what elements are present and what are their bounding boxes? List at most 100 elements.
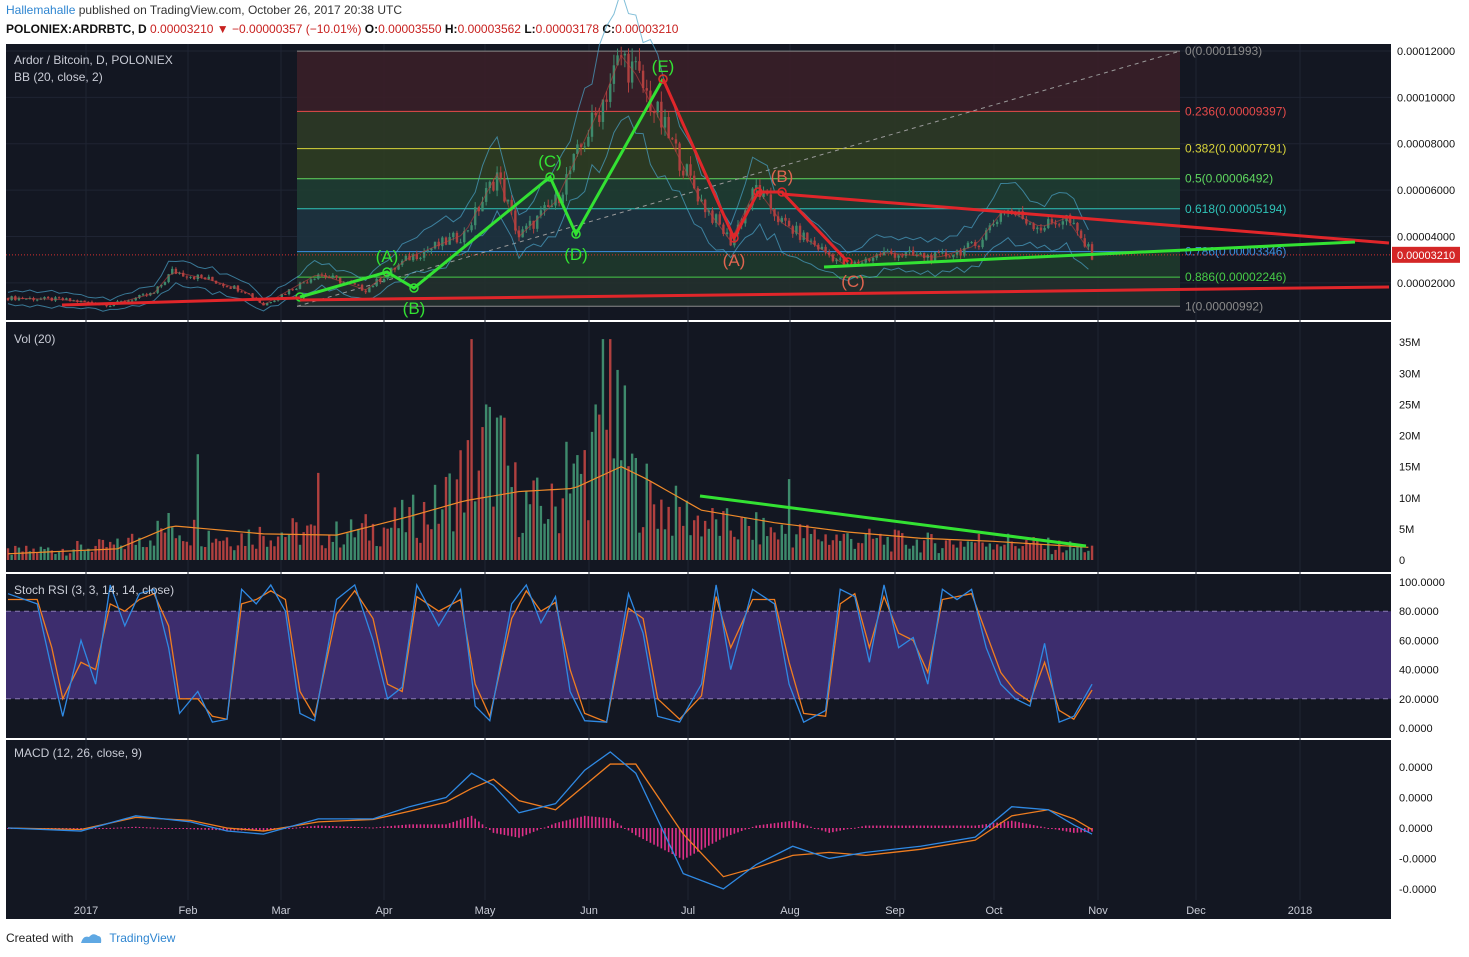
macd-hist-bar [547,826,549,828]
macd-hist-bar [496,828,498,834]
last-price-badge [1392,246,1460,263]
volume-bar [915,539,919,560]
volume-bar [554,506,557,560]
macd-hist-bar [952,825,955,828]
candle-body [1054,222,1057,225]
macd-hist-bar [974,825,977,828]
author-link[interactable]: Hallemahalle [6,3,76,17]
macd-hist-bar [784,821,787,828]
candle-body [941,252,944,254]
macd-hist-bar [682,828,685,860]
volume-bar [200,546,203,560]
candle-body [897,255,900,258]
macd-hist-bar [1047,828,1050,829]
macd-hist-bar [846,828,849,830]
volume-bar [90,551,94,560]
price-axis-label: 0.00004000 [1397,232,1455,244]
volume-bar [791,547,794,560]
volume-bar [441,509,444,560]
candle-body [397,264,400,270]
macd-hist-bar [799,823,801,828]
candle-body [470,225,473,231]
volume-bar [273,546,276,560]
candle-body [36,299,39,301]
high-label: H: [444,22,458,36]
macd-axis-label: 0.0000 [1399,793,1433,805]
volume-bar [1003,544,1006,560]
volume-bar [897,530,900,560]
volume-bar [94,545,97,560]
volume-bar [612,458,616,560]
candle-body [192,276,196,280]
candle-body [182,272,185,277]
macd-hist-bar [481,824,484,828]
volume-bar [652,504,656,560]
macd-signal-line [7,763,1093,878]
green-wave-label: (E) [652,57,675,76]
candle-body [371,285,375,288]
candle-body [966,242,970,249]
macd-histogram [7,815,1093,860]
volume-bar [689,535,692,560]
candle-body [306,282,309,284]
macd-hist-bar [299,827,301,829]
macd-hist-bar [306,826,309,828]
volume-bar [1039,544,1043,560]
candle-body [171,268,174,275]
volume-bar [605,429,608,560]
volume-bar [663,529,667,560]
candle-body [860,262,864,264]
volume-bar [415,537,418,560]
macd-hist-bar [328,825,330,828]
stoch-axis-label: 80.0000 [1399,606,1439,618]
candle-body [561,194,564,204]
macd-hist-bar [255,828,257,831]
volume-bar [306,525,309,560]
symbol-line: POLONIEX:ARDRBTC, D 0.00003210 ▼ −0.0000… [6,22,678,36]
candle-body [357,284,360,286]
volume-bar [751,539,754,560]
macd-hist-bar [332,826,334,828]
macd-hist-bar [605,817,608,828]
candle-body [379,278,382,282]
macd-hist-bar [598,817,601,828]
stoch-axis-label: 60.0000 [1399,635,1439,647]
volume-bar [890,551,893,560]
candle-body [554,194,557,206]
volume-bar [163,532,167,560]
symbol-label: POLONIEX:ARDRBTC, D [6,22,147,36]
candle-body [598,115,601,122]
volume-pane-title: Vol (20) [14,332,55,346]
candle-body [353,283,356,285]
macd-hist-bar [919,825,922,828]
macd-hist-bar [748,828,750,829]
volume-bar [817,539,820,560]
tradingview-link[interactable]: TradingView [109,931,176,945]
price-axis-label: 0.00006000 [1397,185,1455,197]
volume-bar [674,485,678,560]
volume-bar [79,544,83,560]
stoch-k-line [7,582,1093,724]
volume-bar [452,531,455,560]
volume-bar [641,527,645,560]
macd-hist-bar [1014,821,1017,828]
macd-hist-bar [905,825,907,828]
macd-hist-bar [1058,828,1060,831]
macd-hist-bar [76,828,79,830]
macd-hist-bar [718,828,721,840]
candle-body [1090,244,1094,260]
macd-hist-bar [339,826,341,828]
volume-bar [930,534,933,560]
red-wave-label: (B) [771,167,794,186]
macd-hist-bar [700,828,703,850]
macd-hist-bar [1032,825,1035,828]
macd-hist-bar [1080,828,1082,833]
volume-bar [1021,546,1024,560]
volume-bar [919,552,922,560]
candle-body [499,172,502,178]
macd-hist-bar [970,825,973,828]
candle-body [576,144,579,154]
volume-bar [404,532,408,560]
macd-hist-bar [375,827,378,829]
